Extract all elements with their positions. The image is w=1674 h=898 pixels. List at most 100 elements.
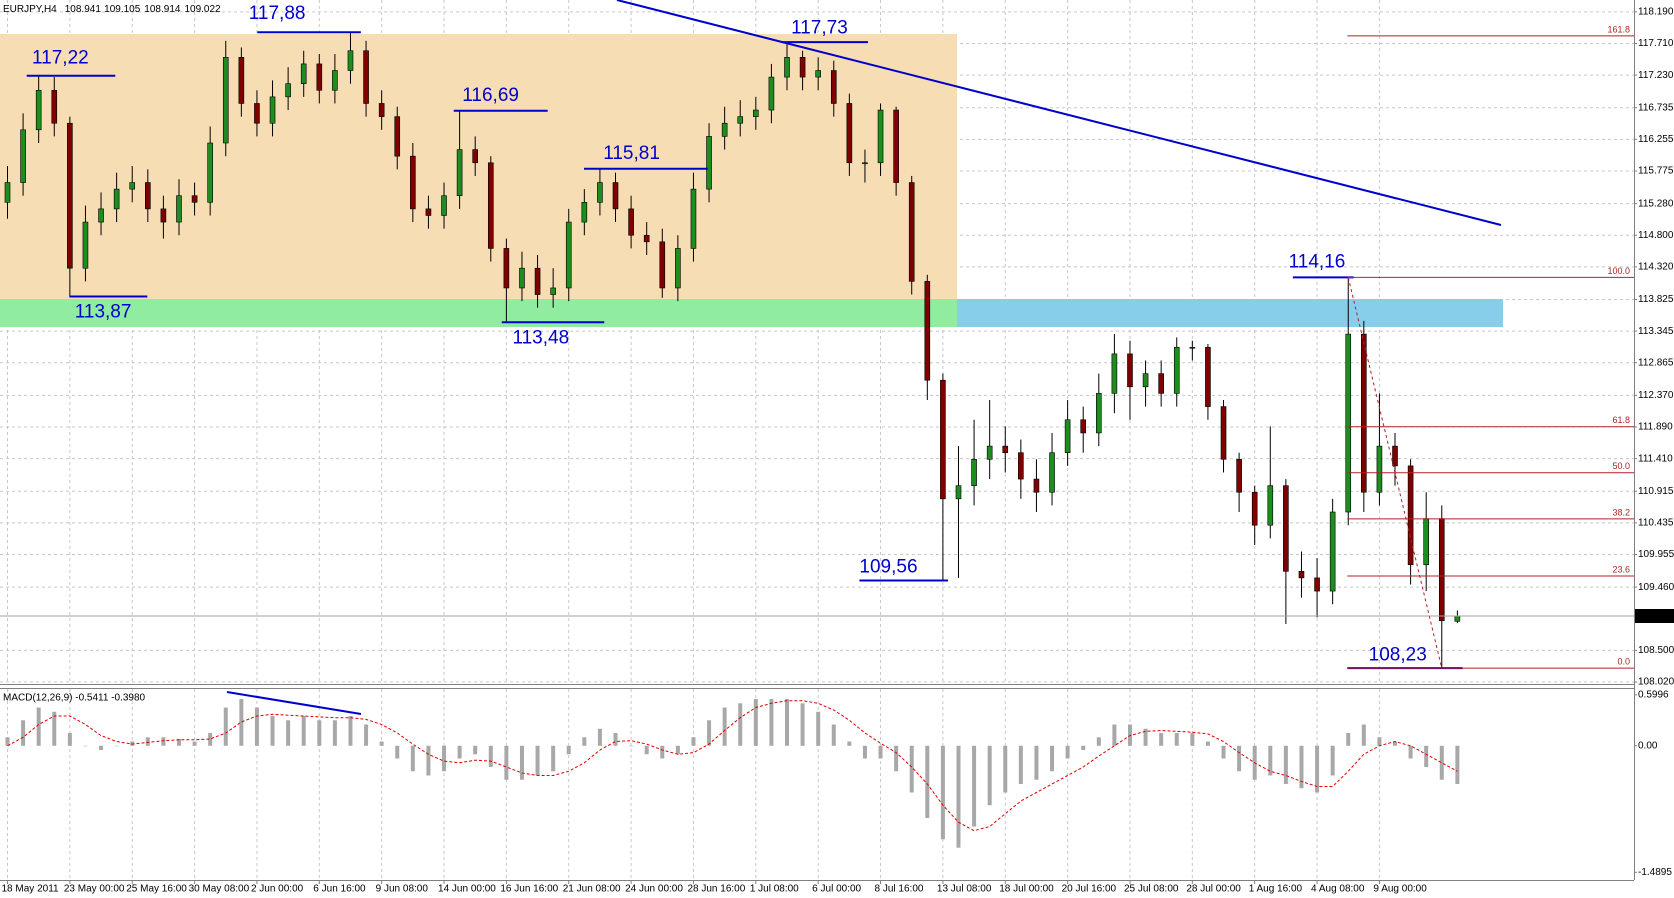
x-tick-label: 8 Jul 16:00 bbox=[875, 884, 924, 895]
histogram-bar bbox=[644, 745, 649, 755]
candle-body bbox=[363, 50, 369, 104]
histogram-bar bbox=[395, 745, 400, 759]
candle-body bbox=[1189, 346, 1196, 349]
indicator-title: MACD(12,26,9) -0.5411 -0.3980 bbox=[3, 693, 146, 704]
histogram-bar bbox=[1050, 745, 1055, 772]
candle-body bbox=[1220, 406, 1227, 460]
candle-body bbox=[456, 149, 463, 197]
candle-body bbox=[1283, 485, 1289, 572]
y-tick-label: -1.4895 bbox=[1638, 867, 1672, 878]
candle-body bbox=[67, 122, 73, 269]
candle-body bbox=[940, 379, 946, 500]
resistance-zone bbox=[957, 299, 1503, 327]
histogram-bar bbox=[1424, 745, 1429, 768]
open-price: 108.941 bbox=[65, 4, 102, 15]
histogram-bar bbox=[660, 745, 665, 759]
x-tick-label: 2 Jun 00:00 bbox=[251, 884, 304, 895]
histogram-bar bbox=[519, 745, 524, 780]
histogram-bar bbox=[1065, 745, 1070, 759]
level-label: 115,81 bbox=[603, 143, 660, 164]
x-tick-label: 20 Jul 16:00 bbox=[1062, 884, 1117, 895]
candle-body bbox=[472, 149, 479, 164]
x-tick-label: 13 Jul 08:00 bbox=[937, 884, 992, 895]
candle-body bbox=[487, 162, 494, 249]
y-tick-label: 111.410 bbox=[1638, 453, 1673, 464]
y-tick-label: 108.020 bbox=[1638, 677, 1674, 688]
histogram-bar bbox=[1018, 745, 1023, 784]
y-tick-label: 110.435 bbox=[1638, 518, 1674, 529]
candle-body bbox=[1158, 373, 1164, 394]
histogram-bar bbox=[504, 745, 509, 780]
x-tick-label: 1 Aug 16:00 bbox=[1249, 884, 1303, 895]
x-tick-label: 24 Jun 00:00 bbox=[625, 884, 683, 895]
histogram-bar bbox=[99, 745, 104, 751]
histogram-bar bbox=[597, 728, 602, 746]
candle-body bbox=[113, 188, 120, 210]
histogram-bar bbox=[426, 745, 431, 776]
histogram-bar bbox=[738, 703, 743, 746]
histogram-bar bbox=[348, 716, 353, 746]
candle-body bbox=[1173, 346, 1180, 394]
candle-body bbox=[550, 287, 556, 295]
histogram-bar bbox=[816, 711, 821, 746]
candle-body bbox=[1329, 511, 1336, 592]
candle-body bbox=[254, 103, 260, 124]
fib-label: 23.6 bbox=[1612, 564, 1630, 574]
histogram-bar bbox=[1221, 745, 1226, 759]
histogram-bar bbox=[21, 720, 26, 746]
histogram-bar bbox=[551, 745, 556, 772]
level-label: 113,87 bbox=[75, 302, 132, 323]
histogram-bar bbox=[753, 699, 758, 746]
histogram-bar bbox=[722, 707, 727, 746]
histogram-bar bbox=[800, 703, 805, 746]
candle-body bbox=[441, 195, 447, 216]
candle-body bbox=[877, 109, 884, 164]
candle-body bbox=[643, 234, 650, 243]
support-zone bbox=[0, 299, 957, 327]
candle-body bbox=[815, 70, 821, 78]
histogram-bar bbox=[785, 699, 789, 746]
histogram-bar bbox=[270, 716, 275, 746]
y-tick-label: 113.825 bbox=[1638, 294, 1674, 305]
histogram-bar bbox=[925, 745, 930, 818]
x-tick-label: 21 Jun 08:00 bbox=[563, 884, 621, 895]
symbol: EURJPY,H4 bbox=[3, 4, 57, 15]
histogram-bar bbox=[1159, 733, 1164, 746]
y-tick-label: 111.890 bbox=[1638, 422, 1673, 433]
histogram-bar bbox=[1408, 745, 1413, 759]
y-tick-label: 116.735 bbox=[1638, 102, 1674, 113]
histogram-bar bbox=[1315, 745, 1320, 793]
candle-body bbox=[1064, 419, 1071, 454]
histogram-bar bbox=[862, 745, 867, 759]
candle-body bbox=[924, 281, 931, 381]
histogram-bar bbox=[442, 745, 447, 772]
candle-body bbox=[846, 103, 853, 164]
histogram-bar bbox=[1190, 733, 1195, 746]
candle-body bbox=[1127, 353, 1133, 388]
x-tick-label: 28 Jun 16:00 bbox=[687, 884, 745, 895]
histogram-bar bbox=[1205, 741, 1210, 746]
y-tick-label: 0.5996 bbox=[1638, 689, 1669, 700]
candle-body bbox=[721, 122, 728, 137]
candle-body bbox=[659, 241, 666, 289]
candle-body bbox=[581, 202, 588, 223]
candle-body bbox=[1033, 478, 1040, 493]
candle-body bbox=[394, 116, 401, 157]
histogram-bar bbox=[1283, 745, 1288, 784]
candle-body bbox=[285, 83, 291, 98]
candle-body bbox=[862, 162, 868, 165]
y-tick-label: 112.370 bbox=[1638, 390, 1674, 401]
fib-label: 0.0 bbox=[1617, 657, 1630, 667]
candle-body bbox=[51, 89, 58, 124]
candle-body bbox=[1251, 491, 1258, 526]
histogram-bar bbox=[145, 737, 150, 746]
x-tick-label: 23 May 00:00 bbox=[64, 884, 125, 895]
candle-body bbox=[690, 188, 697, 249]
candle-body bbox=[612, 182, 619, 210]
histogram-bar bbox=[223, 707, 228, 746]
histogram-bar bbox=[613, 733, 618, 746]
level-label: 117,88 bbox=[249, 3, 306, 24]
histogram-bar bbox=[535, 745, 540, 776]
fib-label: 50.0 bbox=[1612, 461, 1630, 471]
candle-body bbox=[238, 57, 245, 104]
